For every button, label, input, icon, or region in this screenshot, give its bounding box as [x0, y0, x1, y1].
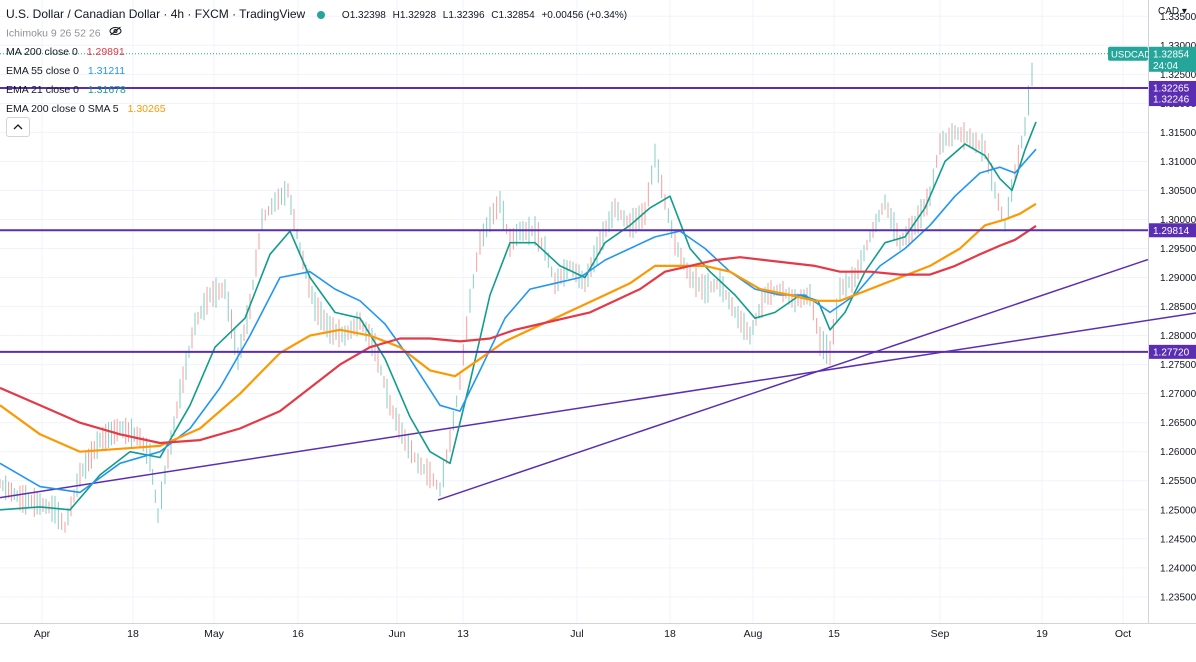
- level-label-text: 1.32246: [1153, 95, 1190, 106]
- y-tick-label: 1.25500: [1160, 476, 1196, 487]
- chevron-up-icon: [13, 124, 23, 130]
- x-tick-label: 15: [828, 628, 840, 640]
- y-tick-label: 1.24500: [1160, 534, 1196, 545]
- y-tick-label: 1.27000: [1160, 389, 1196, 400]
- chart-legend: U.S. Dollar / Canadian Dollar · 4h · FXC…: [6, 4, 631, 119]
- symbol-title: U.S. Dollar / Canadian Dollar · 4h · FXC…: [6, 7, 306, 21]
- level-label-box: [1149, 223, 1196, 238]
- x-tick-label: 18: [664, 628, 676, 640]
- level-label-text: 1.32265: [1153, 83, 1190, 94]
- x-tick-label: Apr: [34, 628, 51, 640]
- close-value: C1.32854: [491, 10, 535, 21]
- indicator-ema200[interactable]: EMA 200 close 0 SMA 5 1.30265: [6, 100, 631, 119]
- y-tick-label: 1.27500: [1160, 360, 1196, 371]
- x-tick-label: 13: [457, 628, 469, 640]
- x-tick-label: 16: [292, 628, 304, 640]
- level-label-box: [1149, 92, 1196, 107]
- indicator-ema55[interactable]: EMA 55 close 0 1.31211: [6, 62, 631, 81]
- level-label-box: [1149, 344, 1196, 359]
- x-tick-label: May: [204, 628, 225, 640]
- x-tick-label: Aug: [744, 628, 763, 640]
- ema21-value: 1.31678: [87, 84, 126, 96]
- y-tick-label: 1.24000: [1160, 563, 1196, 574]
- series-line: [0, 224, 1037, 445]
- last-price-text: 1.32854: [1153, 49, 1190, 60]
- x-tick-label: Oct: [1115, 628, 1131, 640]
- market-open-indicator: [316, 10, 325, 19]
- symbol-tag-box: [1108, 46, 1148, 61]
- high-value: H1.32928: [392, 10, 437, 21]
- trendline: [0, 312, 1196, 499]
- y-tick-label: 1.33500: [1160, 12, 1196, 23]
- series-line: [0, 202, 1037, 453]
- level-label-text: 1.29814: [1153, 226, 1190, 237]
- x-tick-label: Jul: [570, 628, 583, 640]
- indicator-ichimoku[interactable]: Ichimoku 9 26 52 26: [6, 24, 631, 43]
- y-tick-label: 1.30000: [1160, 215, 1196, 226]
- last-price-box: [1149, 46, 1196, 72]
- ema21-label: EMA 21 close 0: [6, 84, 79, 96]
- y-tick-label: 1.29000: [1160, 273, 1196, 284]
- x-tick-label: 18: [127, 628, 139, 640]
- x-tick-label: Jun: [389, 628, 406, 640]
- series-line: [0, 121, 1037, 511]
- y-tick-label: 1.23500: [1160, 592, 1196, 603]
- y-tick-label: 1.32500: [1160, 70, 1196, 81]
- ema200-value: 1.30265: [127, 103, 166, 115]
- y-tick-label: 1.26000: [1160, 447, 1196, 458]
- ema55-value: 1.31211: [87, 65, 126, 77]
- y-tick-label: 1.28000: [1160, 331, 1196, 342]
- y-tick-label: 1.31500: [1160, 128, 1196, 139]
- x-tick-label: Sep: [931, 628, 950, 640]
- indicator-ema21[interactable]: EMA 21 close 0 1.31678: [6, 81, 631, 100]
- legend-title-row: U.S. Dollar / Canadian Dollar · 4h · FXC…: [6, 4, 631, 24]
- countdown-text: 24:04: [1153, 61, 1178, 72]
- currency-label: CAD ▾: [1158, 6, 1187, 17]
- y-tick-label: 1.26500: [1160, 418, 1196, 429]
- change-value: +0.00456 (+0.34%): [541, 10, 628, 21]
- ichimoku-label: Ichimoku 9 26 52 26: [6, 27, 101, 40]
- x-tick-label: 19: [1036, 628, 1048, 640]
- y-tick-label: 1.31000: [1160, 157, 1196, 168]
- indicator-ma200[interactable]: MA 200 close 0 1.29891: [6, 43, 631, 62]
- y-tick-label: 1.33000: [1160, 41, 1196, 52]
- series-line: [0, 148, 1037, 494]
- ema55-label: EMA 55 close 0: [6, 65, 79, 77]
- collapse-legend-button[interactable]: [6, 117, 30, 137]
- level-label-box: [1149, 80, 1196, 95]
- level-label-text: 1.27720: [1153, 347, 1190, 358]
- trendline: [437, 258, 1149, 501]
- ma200-label: MA 200 close 0: [6, 46, 78, 58]
- ma200-value: 1.29891: [86, 46, 125, 58]
- open-value: O1.32398: [341, 10, 386, 21]
- y-tick-label: 1.25000: [1160, 505, 1196, 516]
- y-tick-label: 1.30500: [1160, 186, 1196, 197]
- ema200-label: EMA 200 close 0 SMA 5: [6, 103, 119, 115]
- y-tick-label: 1.29500: [1160, 244, 1196, 255]
- symbol-tag-text: USDCAD: [1111, 49, 1151, 60]
- y-tick-label: 1.28500: [1160, 302, 1196, 313]
- eye-off-icon[interactable]: [109, 24, 122, 43]
- low-value: L1.32396: [442, 10, 485, 21]
- ohlc-values: O1.32398 H1.32928 L1.32396 C1.32854 +0.0…: [342, 10, 631, 21]
